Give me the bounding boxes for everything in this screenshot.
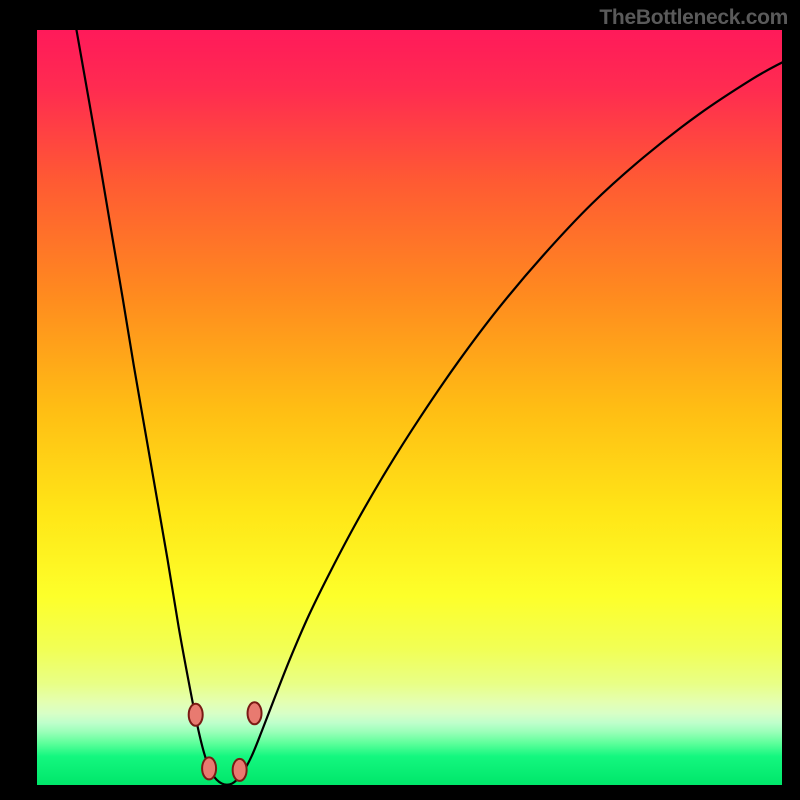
chart-background — [37, 30, 782, 785]
valley-marker — [233, 759, 247, 781]
plot-area — [37, 30, 782, 785]
valley-marker — [189, 704, 203, 726]
bottleneck-chart-svg — [37, 30, 782, 785]
valley-marker — [248, 702, 262, 724]
watermark-text: TheBottleneck.com — [599, 6, 788, 30]
valley-marker — [202, 757, 216, 779]
